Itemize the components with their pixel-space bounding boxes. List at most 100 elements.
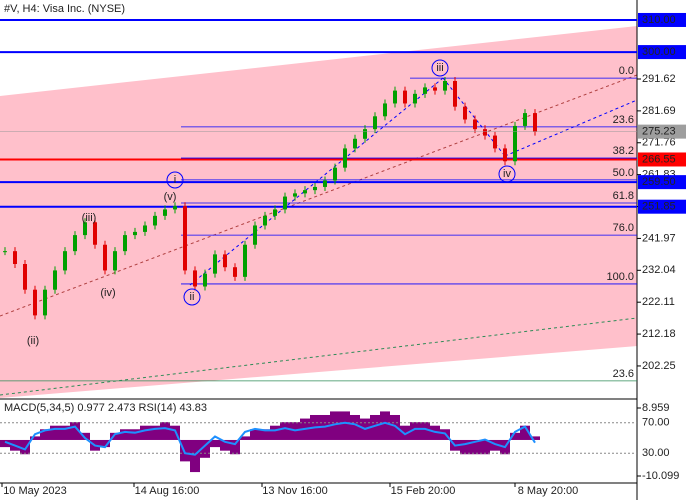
macd-bar [80,432,90,440]
wave-circle [431,59,449,77]
macd-bar [160,422,170,440]
macd-bar [180,439,190,462]
candle [63,251,67,271]
candle [33,289,37,316]
macd-bar [110,432,120,440]
candle [473,119,477,130]
candle [513,125,517,162]
candle [463,106,467,120]
candle [23,264,27,290]
fib-label: 61.8 [613,190,634,202]
candle [533,113,537,132]
macd-bar [60,425,70,440]
candle [253,225,257,245]
candle [493,135,497,149]
macd-bar [220,439,230,451]
candle [283,196,287,210]
macd-bar [410,422,420,440]
fib-label: 23.6 [613,368,634,380]
candle [523,113,527,126]
fib-label: 100.0 [606,271,634,283]
macd-bar [400,425,410,440]
level-label: 310.00 [642,14,676,26]
candle [163,209,167,216]
x-tick-label: 14 Aug 16:00 [135,485,200,497]
macd-bar [190,439,200,473]
y-tick-label: 241.97 [642,232,676,244]
candle [133,231,137,236]
candle [143,225,147,232]
y-tick-label: 271.76 [642,137,676,149]
candle [273,209,277,216]
macd-bar [50,425,60,440]
wave-label: iii [436,62,443,74]
level-label: 251.85 [642,201,676,213]
candle [293,193,297,197]
candle [303,190,307,194]
candle [13,251,17,265]
candle [443,80,447,91]
y-tick-label: 281.69 [642,105,676,117]
wave-label: (iv) [100,287,115,299]
macd-bar [40,429,50,440]
wave-line [442,77,506,157]
indicator-tick-label: 8.959 [642,402,670,414]
macd-bar [390,414,400,440]
wave-label: i [174,174,176,186]
macd-bar [330,411,340,440]
macd-bar [480,439,490,455]
macd-bar [490,439,500,451]
macd-bar [210,439,220,448]
candle [313,186,317,191]
candle [363,129,367,139]
candle [93,222,97,245]
candle [83,222,87,236]
y-tick-label: 202.25 [642,360,676,372]
level-label: 266.55 [642,153,676,165]
candle [353,138,357,149]
wave-label: (iii) [82,212,97,224]
level-box [638,45,686,60]
macd-bar [420,422,430,440]
fib-label: 0.0 [619,65,634,77]
candle [423,87,427,94]
candle [53,270,57,290]
macd-bar [120,429,130,440]
wave-label: (ii) [27,335,39,347]
x-tick-label: 8 May 20:00 [518,485,579,497]
candle [503,148,507,162]
candle [343,148,347,168]
wave-label: (v) [164,191,177,203]
candle [413,93,417,104]
candle [103,244,107,271]
candle [173,206,177,210]
y-tick-label: 222.11 [642,296,675,308]
level-box [638,12,686,27]
macd-bar [200,439,210,458]
wave-circle [166,171,184,189]
candle [403,90,407,104]
macd-bar [530,436,540,440]
macd-bar [230,439,240,455]
macd-bar [100,439,110,448]
macd-bar [350,414,360,440]
macd-bar [380,411,390,440]
macd-bar [130,429,140,440]
level-label: 300.00 [642,46,676,58]
wave-label: iv [503,168,511,180]
y-tick-label: 212.18 [642,328,676,340]
y-tick-label: 291.62 [642,73,676,85]
macd-bar [150,425,160,440]
y-tick-label: 232.04 [642,264,676,276]
candle [153,215,157,226]
macd-bar [270,425,280,440]
wave-circle [498,165,516,183]
fib-label: 76.0 [613,222,634,234]
candle [433,87,437,91]
macd-bar [70,422,80,440]
candle [383,103,387,117]
fib-label: 38.2 [613,145,634,157]
candle [483,129,487,136]
candle [333,167,337,181]
